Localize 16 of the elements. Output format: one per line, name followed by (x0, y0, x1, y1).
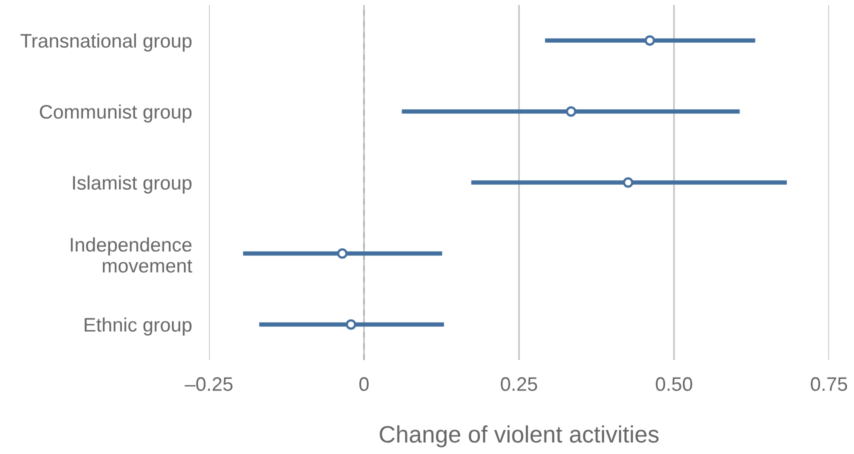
x-tick-label: 0.75 (810, 377, 848, 391)
x-tick-label: –0.25 (184, 377, 233, 391)
y-tick-label: Communist group (40, 104, 192, 123)
x-tick-label: 0.50 (656, 377, 692, 391)
x-tick-label: 0.25 (500, 377, 538, 391)
y-tick-label: Independence movement (70, 237, 192, 273)
x-axis-title: Change of violent activities (380, 425, 659, 448)
point (566, 106, 576, 117)
point (346, 319, 356, 330)
y-tick-label: Ethnic group (84, 317, 192, 336)
x-tick-label: 0 (359, 377, 369, 391)
point (622, 177, 634, 188)
y-tick-label: Islamist group (73, 175, 192, 194)
point (337, 248, 348, 259)
point (644, 35, 656, 46)
y-tick-label: Transnational group (20, 33, 192, 52)
